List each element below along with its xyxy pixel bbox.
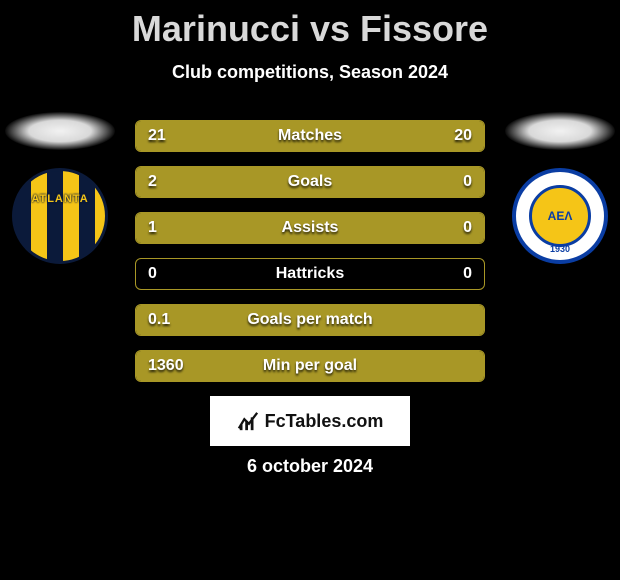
stat-label: Goals: [196, 173, 424, 191]
stat-label: Hattricks: [196, 265, 424, 283]
left-club-badge: ATLANTA: [12, 168, 108, 264]
stat-value-right: 0: [424, 265, 484, 283]
stat-row: 0.1Goals per match: [135, 304, 485, 336]
right-club-badge: ΑΕΛ 1930: [512, 168, 608, 264]
badge-pedestal: [5, 112, 115, 150]
stat-row: 0Hattricks0: [135, 258, 485, 290]
stat-value-right: 20: [424, 127, 484, 145]
stat-value-left: 0: [136, 265, 196, 283]
stat-label: Min per goal: [196, 357, 424, 375]
page-subtitle: Club competitions, Season 2024: [0, 62, 620, 83]
stat-label: Matches: [196, 127, 424, 145]
brand-badge: FcTables.com: [210, 396, 410, 446]
footer-date: 6 october 2024: [0, 456, 620, 477]
brand-text: FcTables.com: [265, 411, 384, 432]
stat-row: 21Matches20: [135, 120, 485, 152]
stat-value-left: 21: [136, 127, 196, 145]
stat-label: Goals per match: [196, 311, 424, 329]
stat-value-left: 1360: [136, 357, 196, 375]
stat-row: 1Assists0: [135, 212, 485, 244]
badge-year: 1930: [516, 244, 604, 254]
right-club-column: ΑΕΛ 1930: [500, 112, 620, 264]
badge-pedestal: [505, 112, 615, 150]
badge-text: ATLANTA: [23, 193, 97, 205]
stat-value-right: 0: [424, 219, 484, 237]
page-title: Marinucci vs Fissore: [0, 0, 620, 50]
stat-value-left: 1: [136, 219, 196, 237]
badge-center: ΑΕΛ: [529, 185, 591, 247]
stat-value-left: 2: [136, 173, 196, 191]
chart-icon: [237, 410, 259, 432]
stat-value-right: 0: [424, 173, 484, 191]
left-club-column: ATLANTA: [0, 112, 120, 264]
stat-label: Assists: [196, 219, 424, 237]
stat-row: 1360Min per goal: [135, 350, 485, 382]
badge-arc: ATLANTA: [23, 179, 97, 221]
stat-value-left: 0.1: [136, 311, 196, 329]
stat-row: 2Goals0: [135, 166, 485, 198]
stat-bars: 21Matches202Goals01Assists00Hattricks00.…: [135, 120, 485, 382]
